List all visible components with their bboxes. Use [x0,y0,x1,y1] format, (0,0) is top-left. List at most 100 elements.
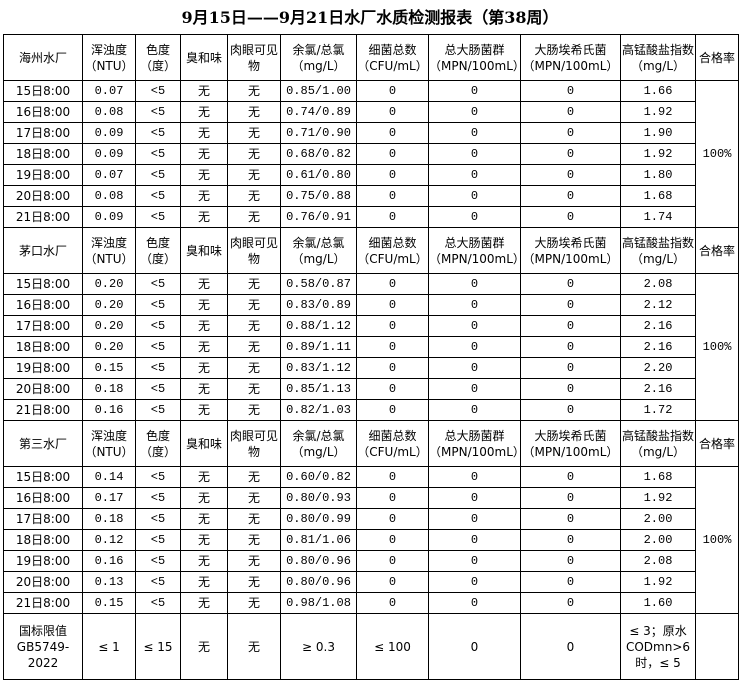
value-cell: 2.08 [620,273,696,295]
time-cell: 21日8:00 [3,399,83,421]
value-cell: 0.16 [82,399,136,421]
value-cell: 0.12 [82,529,136,551]
column-header: 细菌总数（CFU/mL） [356,420,429,467]
value-cell: <5 [135,571,181,593]
value-cell: <5 [135,357,181,379]
value-cell: 无 [180,466,228,488]
value-cell: 0.58/0.87 [280,273,357,295]
value-cell: 1.66 [620,80,696,102]
plant-header-row: 第三水厂 浑浊度（NTU） 色度（度） 臭和味 肉眼可见物 余氯/总氯（mg/L） 细菌总数… [3,420,739,467]
value-cell: 1.68 [620,466,696,488]
plant-header-row: 茅口水厂 浑浊度（NTU） 色度（度） 臭和味 肉眼可见物 余氯/总氯（mg/L） 细菌总数… [3,227,739,274]
time-cell: 19日8:00 [3,357,83,379]
time-cell: 15日8:00 [3,80,83,102]
value-cell: 0 [428,508,521,530]
value-cell: 1.80 [620,164,696,186]
table-row: 19日8:00 0.16 <5 无无 0.80/0.96 0 0 0 2.08 [3,550,739,572]
value-cell: <5 [135,336,181,358]
time-cell: 19日8:00 [3,550,83,572]
value-cell: 0 [356,487,429,509]
value-cell: 0.18 [82,508,136,530]
column-header: 总大肠菌群（MPN/100mL） [428,34,521,81]
time-cell: 21日8:00 [3,206,83,228]
value-cell: <5 [135,378,181,400]
column-header: 余氯/总氯（mg/L） [280,227,357,274]
value-cell: 0 [428,80,521,102]
value-cell: 2.16 [620,336,696,358]
table-row: 19日8:00 0.07 <5 无无 0.61/0.80 0 0 0 1.80 [3,164,739,186]
value-cell: 无 [227,185,281,207]
value-cell: 无 [180,399,228,421]
water-quality-table: 海州水厂 浑浊度（NTU） 色度（度） 臭和味 肉眼可见物 余氯/总氯（mg/L） 细菌总数… [3,34,739,680]
value-cell: 1.92 [620,101,696,123]
value-cell: <5 [135,592,181,614]
value-cell: 0 [356,101,429,123]
value-cell: 0 [520,399,621,421]
value-cell: 无 [227,592,281,614]
table-row: 15日8:00 0.07 <5 无无 0.85/1.00 0 0 0 1.66 100% [3,80,739,228]
value-cell: 2.00 [620,529,696,551]
limit-value: ≤ 15 [135,613,181,680]
value-cell: 2.16 [620,378,696,400]
limit-value: ≥ 0.3 [280,613,357,680]
value-cell: 0 [428,101,521,123]
value-cell: 0 [428,550,521,572]
value-cell: 无 [180,122,228,144]
value-cell: 无 [227,206,281,228]
column-header: 大肠埃希氏菌（MPN/100mL） [520,420,621,467]
value-cell: 0.13 [82,571,136,593]
value-cell: 0 [520,592,621,614]
table-row: 18日8:00 0.20 <5 无无 0.89/1.11 0 0 0 2.16 [3,336,739,358]
value-cell: 0 [520,336,621,358]
value-cell: 无 [180,378,228,400]
value-cell: <5 [135,185,181,207]
plant-header-row: 海州水厂 浑浊度（NTU） 色度（度） 臭和味 肉眼可见物 余氯/总氯（mg/L） 细菌总数… [3,34,739,81]
column-header: 肉眼可见物 [227,34,281,81]
limit-value [695,613,739,680]
table-row: 15日8:00 0.20 <5 无无 0.58/0.87 0 0 0 2.08 100% [3,273,739,421]
value-cell: 0 [356,294,429,316]
time-cell: 16日8:00 [3,294,83,316]
column-header: 臭和味 [180,34,228,81]
value-cell: <5 [135,487,181,509]
value-cell: 0.09 [82,143,136,165]
limits-label: 国标限值GB5749-2022 [3,613,83,680]
value-cell: 0 [520,487,621,509]
value-cell: 0.08 [82,101,136,123]
column-header: 余氯/总氯（mg/L） [280,420,357,467]
value-cell: 0.09 [82,206,136,228]
value-cell: 0.08 [82,185,136,207]
value-cell: 无 [227,143,281,165]
value-cell: 0.18 [82,378,136,400]
value-cell: 0 [428,164,521,186]
value-cell: 0.88/1.12 [280,315,357,337]
value-cell: <5 [135,315,181,337]
value-cell: 0 [520,315,621,337]
value-cell: 0 [520,143,621,165]
value-cell: 0 [428,206,521,228]
value-cell: 1.68 [620,185,696,207]
report-title: 9月15日——9月21日水厂水质检测报表（第38周） [181,8,559,27]
value-cell: <5 [135,466,181,488]
column-header: 大肠埃希氏菌（MPN/100mL） [520,34,621,81]
value-cell: 0 [356,315,429,337]
value-cell: 0 [356,592,429,614]
value-cell: 0 [520,80,621,102]
value-cell: 0.85/1.00 [280,80,357,102]
value-cell: 0.81/1.06 [280,529,357,551]
value-cell: 无 [227,357,281,379]
time-cell: 20日8:00 [3,378,83,400]
limit-value: ≤ 3；原水CODmn>6时，≤ 5 [620,613,696,680]
value-cell: 0 [356,508,429,530]
value-cell: 0 [356,466,429,488]
column-header: 总大肠菌群（MPN/100mL） [428,227,521,274]
time-cell: 20日8:00 [3,571,83,593]
value-cell: 0.20 [82,294,136,316]
value-cell: 0 [520,550,621,572]
value-cell: 无 [227,80,281,102]
value-cell: 0 [428,273,521,295]
plant-name: 海州水厂 [3,34,83,81]
value-cell: 2.16 [620,315,696,337]
pass-rate: 100% [695,466,739,614]
column-header: 细菌总数（CFU/mL） [356,227,429,274]
